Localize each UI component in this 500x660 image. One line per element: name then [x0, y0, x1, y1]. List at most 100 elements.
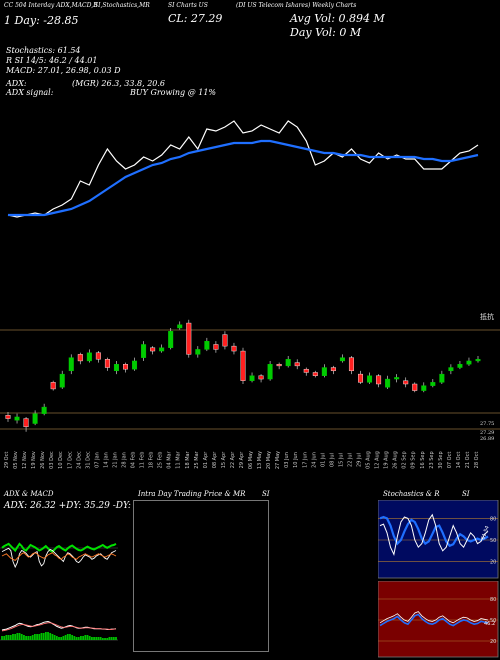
date-tick-label: 05 Aug	[366, 451, 372, 469]
candle-body	[303, 368, 309, 373]
macd-hist-bar	[38, 634, 41, 640]
candle-body	[475, 359, 481, 362]
candle-body	[177, 324, 183, 329]
date-tick-label: 03 Jun	[284, 452, 290, 468]
candle-body	[376, 375, 382, 385]
candle-body	[168, 331, 174, 348]
date-tick-label: 21 Oct	[465, 452, 471, 469]
date-tick-label: 15 Jul	[338, 453, 344, 467]
date-tick-label: 17 Dec	[67, 451, 73, 469]
date-tick-label: 01 Jul	[320, 453, 326, 467]
date-tick-label: 14 Jan	[103, 452, 109, 468]
adx-mgr: (MGR) 26.3, 33.8, 20.6	[72, 79, 165, 88]
macd-hist-bar	[47, 632, 49, 640]
candle-body	[77, 354, 83, 362]
candle-body	[14, 416, 20, 421]
day-change: 1 Day: -28.85	[4, 14, 79, 27]
candle-body	[385, 378, 391, 388]
candle-body	[213, 344, 219, 350]
candle-body	[294, 362, 300, 367]
macd-hist-bar	[9, 635, 12, 640]
macd-hist-bar	[55, 636, 58, 640]
date-tick-label: 07 Jan	[94, 452, 100, 468]
date-tick-label: 30 Sep	[438, 451, 444, 468]
macd-hist-bar	[53, 635, 56, 640]
stochastics-readout: Stochastics: 61.54	[6, 46, 81, 55]
stoch-panel-title2: SI	[462, 490, 470, 498]
date-tick-label: 12 Nov	[22, 451, 28, 469]
macd-signal	[1, 622, 116, 632]
date-tick-label: 18 Mar	[185, 450, 191, 468]
price-chart: 29 Oct 05 Nov 12 Nov 19 Nov 26 Nov 03 Dec 10 D…	[0, 120, 500, 469]
stoch-level-label: 50	[490, 538, 496, 544]
macd-hist-bar	[84, 635, 87, 640]
candle-body	[448, 367, 454, 372]
adx-signal: BUY Growing @ 11%	[130, 88, 217, 97]
candle-body	[258, 375, 264, 380]
macd-hist-bar	[64, 635, 67, 640]
pdi-line	[1, 547, 117, 569]
macd-hist-bar	[104, 638, 106, 640]
candle-body	[240, 350, 246, 381]
price-label-low3: 26.89	[480, 436, 495, 442]
macd-hist-bar	[31, 635, 34, 640]
macd-hist-bar	[58, 637, 60, 640]
date-tick-label: 19 Nov	[31, 451, 37, 469]
macd-hist-bar	[110, 637, 113, 640]
date-tick-label: 25 Feb	[158, 452, 164, 469]
date-tick-label: 08 Apr	[212, 451, 218, 469]
date-tick-label: 01 Apr	[203, 451, 209, 469]
macd-hist-bar	[16, 633, 19, 640]
date-tick-label: 20 May	[266, 451, 272, 469]
intraday-panel-title2: SI	[262, 490, 270, 498]
candle-body	[59, 373, 65, 388]
macd-hist-bar	[51, 634, 54, 640]
candle-body	[159, 347, 165, 352]
candle-body	[430, 382, 436, 386]
candle-body	[412, 383, 418, 391]
date-tick-label: 21 Jan	[112, 452, 118, 468]
macd-hist-bar	[106, 638, 109, 640]
date-tick-label: 14 Oct	[456, 452, 462, 469]
candle-body	[32, 413, 38, 424]
rsi-line	[379, 613, 489, 627]
date-tick-label: 12 Aug	[375, 451, 381, 469]
macd-hist-bar	[108, 637, 111, 640]
date-tick-label: 29 Apr	[239, 451, 245, 469]
macd-hist-bar	[20, 634, 23, 640]
date-tick-label: 06 May	[248, 451, 254, 469]
candle-body	[141, 344, 147, 358]
candle-body	[5, 415, 11, 419]
candle-body	[122, 364, 128, 370]
candle-body	[466, 360, 472, 365]
adx-bg	[0, 508, 118, 656]
candle-body	[113, 364, 119, 372]
candle-body	[321, 367, 327, 376]
date-tick-label: 29 Oct	[4, 452, 10, 469]
candle-body	[348, 357, 354, 372]
macd-hist-bar	[3, 636, 6, 640]
macd-hist-bar	[36, 634, 38, 640]
stoch-d-line	[379, 515, 489, 548]
candle-body	[23, 418, 29, 428]
macd-hist-bar	[49, 633, 52, 640]
macd-hist-bar	[18, 633, 21, 640]
rsi-level-label: 80	[490, 597, 496, 603]
candle-body	[276, 364, 282, 367]
date-tick-label: 19 Aug	[384, 451, 390, 469]
macd-hist-bar	[71, 635, 74, 640]
macd-hist-bar	[25, 636, 28, 640]
macd-hist-bar	[33, 634, 36, 640]
header-title-2: SI,Stochastics,MR	[94, 2, 150, 9]
candle-body	[204, 340, 210, 350]
candle-body	[231, 345, 237, 352]
prev-close: CL: 27.29	[168, 12, 223, 25]
date-tick-label: 05 Nov	[13, 451, 19, 469]
stoch-k-line	[379, 513, 489, 556]
candle-body	[358, 373, 364, 383]
candle-body	[394, 377, 400, 380]
macd-hist-bar	[7, 635, 10, 640]
candle-body	[439, 373, 445, 383]
macd-hist-bar	[69, 634, 71, 640]
date-tick-label: 11 Feb	[140, 452, 146, 469]
